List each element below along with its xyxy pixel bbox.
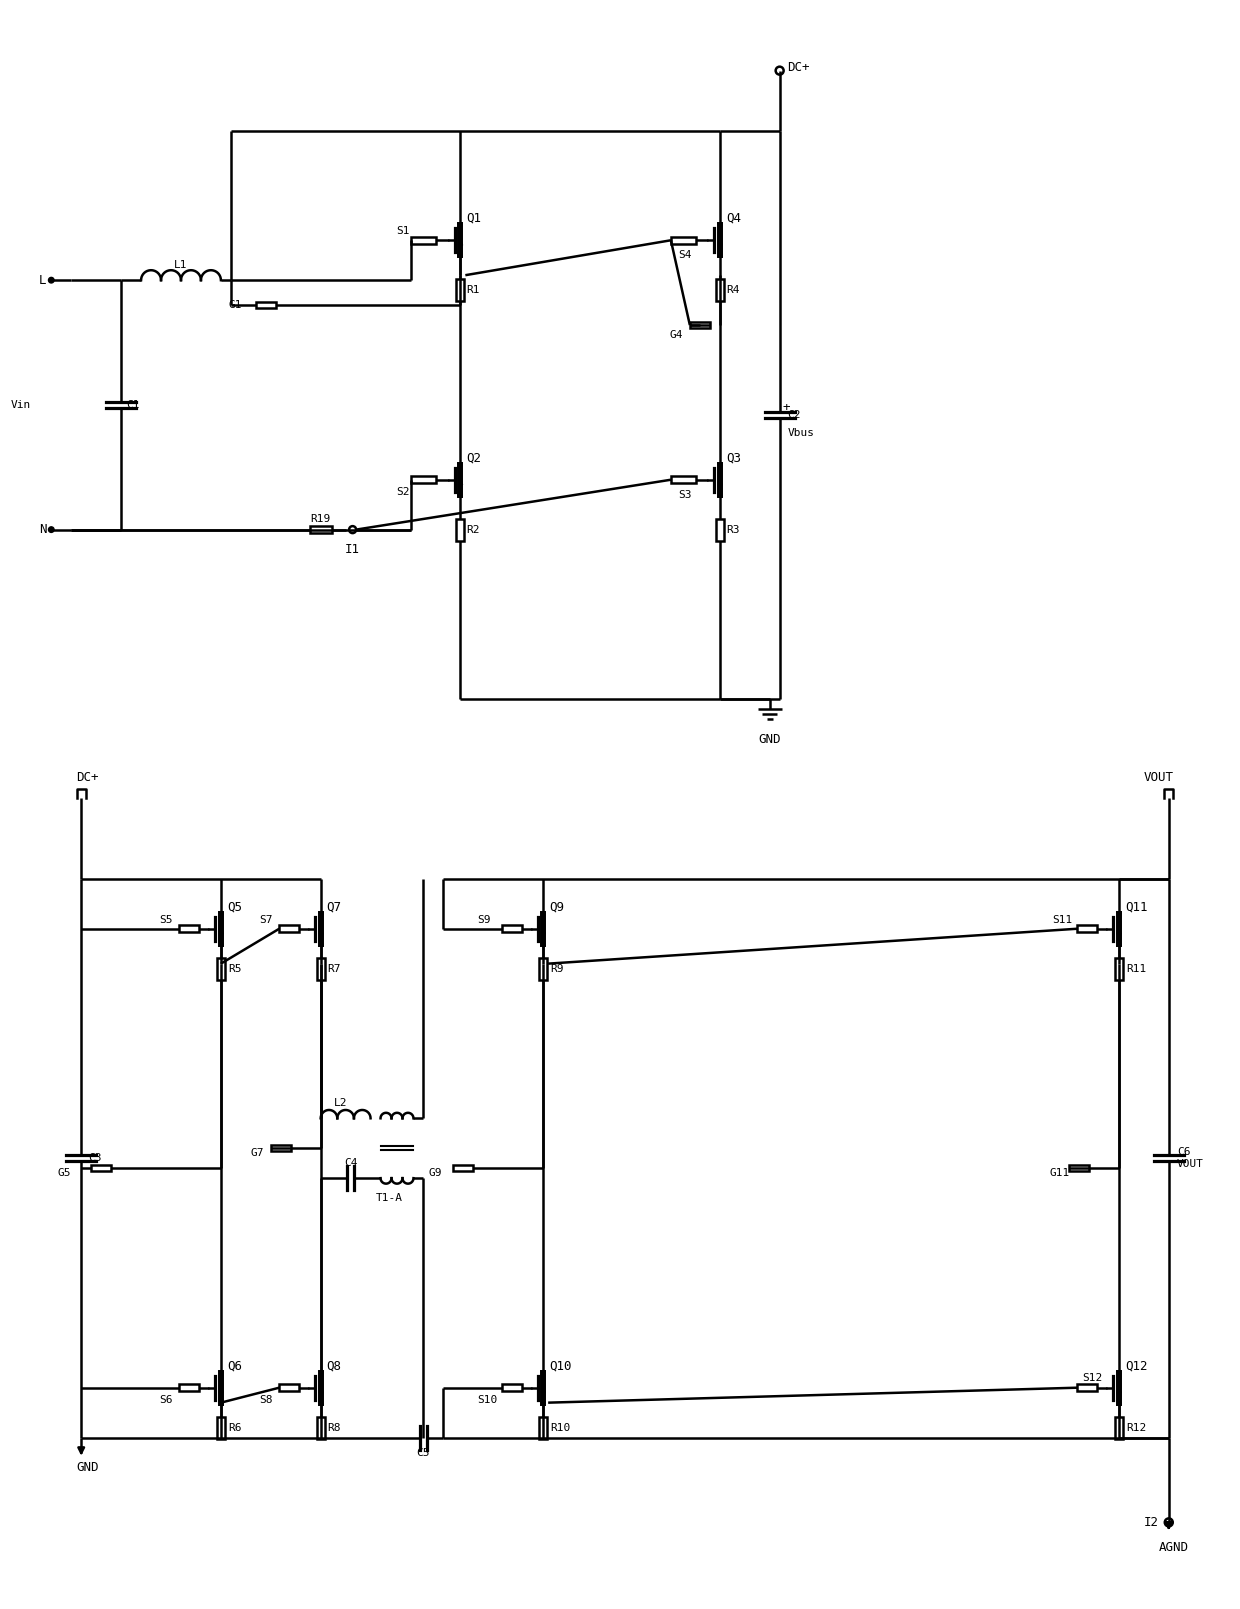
Text: C1: C1: [126, 401, 140, 410]
Bar: [671, 237, 696, 243]
Text: Q4: Q4: [725, 212, 740, 225]
Text: Q8: Q8: [326, 1360, 342, 1372]
Text: R4: R4: [725, 285, 739, 294]
Text: R3: R3: [725, 525, 739, 534]
Text: R12: R12: [1126, 1422, 1146, 1432]
Text: GND: GND: [76, 1461, 99, 1474]
Bar: [539, 1416, 547, 1438]
Text: G4: G4: [670, 330, 683, 339]
Text: L: L: [38, 274, 46, 286]
Text: G7: G7: [250, 1149, 264, 1158]
Bar: [502, 1384, 522, 1390]
Bar: [92, 1165, 112, 1171]
Text: S7: S7: [259, 916, 273, 925]
Bar: [217, 957, 224, 980]
Text: I2: I2: [1143, 1516, 1159, 1529]
Text: S10: S10: [477, 1395, 497, 1405]
Bar: [255, 302, 275, 309]
Text: T1-A: T1-A: [376, 1194, 403, 1204]
Text: S9: S9: [477, 916, 490, 925]
Bar: [180, 1384, 200, 1390]
Text: Vin: Vin: [11, 401, 31, 410]
Text: C4: C4: [343, 1158, 357, 1168]
Text: G11: G11: [1049, 1168, 1069, 1178]
Bar: [316, 1416, 325, 1438]
Text: G5: G5: [58, 1168, 71, 1178]
Text: N: N: [38, 523, 46, 536]
Text: S8: S8: [259, 1395, 273, 1405]
Text: Vbus: Vbus: [787, 428, 815, 438]
Text: I1: I1: [345, 544, 360, 557]
Text: R5: R5: [228, 964, 242, 973]
Text: C2: C2: [787, 410, 801, 420]
Bar: [715, 280, 724, 301]
Text: S1: S1: [396, 227, 409, 237]
Text: C3: C3: [88, 1154, 102, 1163]
Bar: [310, 526, 331, 533]
Text: S6: S6: [160, 1395, 174, 1405]
Text: Q9: Q9: [549, 901, 564, 914]
Bar: [279, 925, 299, 932]
Text: G9: G9: [429, 1168, 441, 1178]
Bar: [671, 476, 696, 483]
Text: C6: C6: [1177, 1147, 1190, 1157]
Text: S4: S4: [678, 251, 692, 261]
Text: Q11: Q11: [1125, 901, 1147, 914]
Circle shape: [48, 277, 55, 283]
Bar: [316, 957, 325, 980]
Bar: [539, 957, 547, 980]
Text: G1: G1: [229, 301, 242, 311]
Text: R6: R6: [228, 1422, 242, 1432]
Text: GND: GND: [759, 732, 781, 745]
Text: Q6: Q6: [227, 1360, 242, 1372]
Text: R19: R19: [310, 513, 331, 523]
Text: S12: S12: [1083, 1372, 1102, 1382]
Bar: [689, 322, 709, 328]
Text: R1: R1: [466, 285, 480, 294]
Bar: [1115, 957, 1123, 980]
Bar: [502, 925, 522, 932]
Bar: [715, 518, 724, 541]
Bar: [180, 925, 200, 932]
Text: Q1: Q1: [466, 212, 481, 225]
Text: +: +: [782, 401, 790, 415]
Text: Q10: Q10: [549, 1360, 572, 1372]
Text: S3: S3: [678, 489, 692, 500]
Text: S5: S5: [160, 916, 174, 925]
Text: R11: R11: [1126, 964, 1146, 973]
Text: AGND: AGND: [1159, 1541, 1189, 1554]
Text: DC+: DC+: [787, 61, 810, 74]
Text: DC+: DC+: [76, 771, 99, 784]
Bar: [279, 1384, 299, 1390]
Text: S2: S2: [396, 486, 409, 497]
Text: L1: L1: [175, 261, 187, 270]
Text: VOUT: VOUT: [1143, 771, 1174, 784]
Bar: [1078, 1384, 1097, 1390]
Text: Q2: Q2: [466, 451, 481, 465]
Circle shape: [48, 526, 55, 533]
Bar: [412, 237, 436, 243]
Text: L2: L2: [334, 1099, 347, 1109]
Text: R10: R10: [551, 1422, 570, 1432]
Bar: [456, 518, 464, 541]
Bar: [456, 280, 464, 301]
Text: Q12: Q12: [1125, 1360, 1147, 1372]
Bar: [270, 1146, 290, 1152]
Text: Q7: Q7: [326, 901, 342, 914]
Text: S11: S11: [1053, 916, 1073, 925]
Bar: [1115, 1416, 1123, 1438]
Text: Q5: Q5: [227, 901, 242, 914]
Bar: [1078, 925, 1097, 932]
Bar: [412, 476, 436, 483]
Text: VOUT: VOUT: [1177, 1158, 1204, 1170]
Bar: [217, 1416, 224, 1438]
Bar: [1069, 1165, 1089, 1171]
Text: C5: C5: [417, 1448, 430, 1458]
Bar: [454, 1165, 474, 1171]
Text: R7: R7: [327, 964, 341, 973]
Text: R2: R2: [466, 525, 480, 534]
Text: R9: R9: [551, 964, 564, 973]
Text: R8: R8: [327, 1422, 341, 1432]
Text: Q3: Q3: [725, 451, 740, 465]
